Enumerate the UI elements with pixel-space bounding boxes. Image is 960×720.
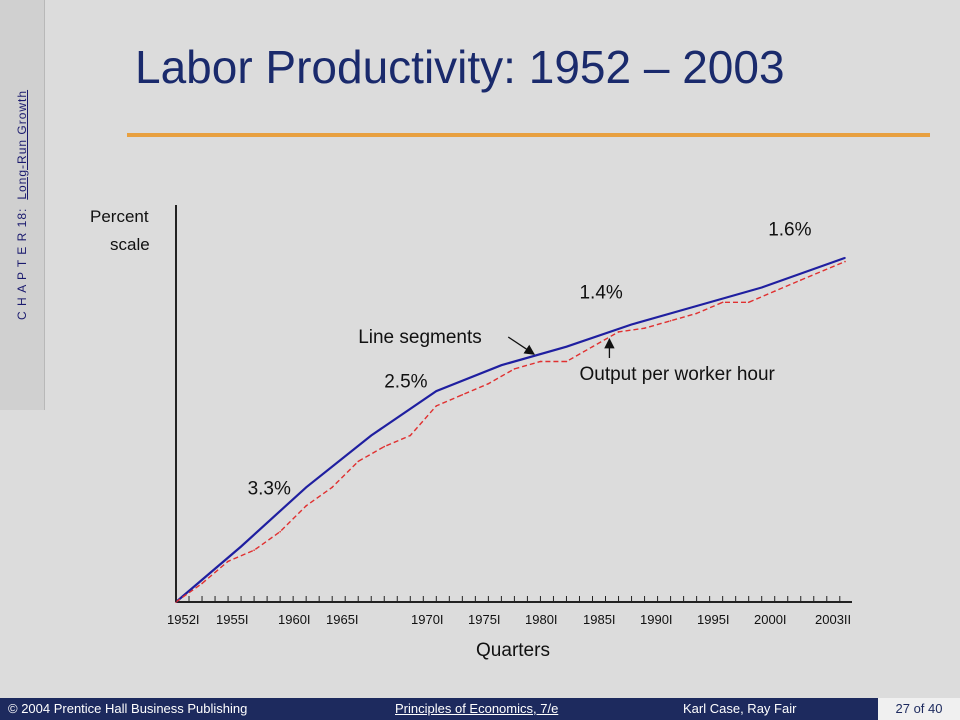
- series-point: [305, 486, 307, 489]
- x-tick-label: 1990I: [640, 612, 673, 627]
- x-tick-label: 1965I: [326, 612, 359, 627]
- x-tick-label: 1980I: [525, 612, 558, 627]
- chart-x-ticks: 1952I 1955I 1960I 1965I 1970I 1975I 1980I 1985I…: [167, 596, 851, 627]
- growth-rate-label: 1.6%: [768, 220, 811, 241]
- series-point: [383, 445, 386, 448]
- x-tick-label: 2003II: [815, 612, 851, 627]
- growth-rate-label: 1.4%: [579, 283, 622, 304]
- series-point: [747, 301, 750, 304]
- series-point: [721, 301, 724, 304]
- callout-label: Line segments: [358, 327, 482, 348]
- series-point: [669, 320, 672, 322]
- series-point: [227, 560, 229, 563]
- series-line-output-per-worker-hour: [175, 260, 846, 603]
- series-point: [844, 257, 846, 259]
- footer-book-link[interactable]: Principles of Economics, 7/e: [395, 701, 559, 716]
- series-point: [630, 323, 633, 326]
- slide-title: Labor Productivity: 1952 – 2003: [135, 41, 785, 93]
- title-divider: [127, 133, 930, 137]
- series-point: [240, 545, 242, 548]
- x-tick-label: 1995I: [697, 612, 730, 627]
- x-tick-label: 1985I: [583, 612, 616, 627]
- footer-publisher: © 2004 Prentice Hall Business Publishing: [8, 701, 248, 716]
- x-tick-label: 1955I: [216, 612, 249, 627]
- series-point: [409, 434, 412, 437]
- x-axis-label: Quarters: [476, 640, 550, 661]
- series-point: [617, 331, 620, 333]
- chart-annotations: 3.3% 2.5% 1.4% 1.6% Line segments Output per …: [248, 220, 812, 500]
- series-line-line-segments: [175, 256, 846, 603]
- series-point: [565, 360, 568, 363]
- x-tick-label: 1975I: [468, 612, 501, 627]
- series-point: [279, 530, 281, 533]
- series-point: [435, 390, 438, 392]
- productivity-chart: 1952I 1955I 1960I 1965I 1970I 1975I 1980I 1985I…: [90, 205, 852, 661]
- footer-page-number: 27 of 40: [878, 698, 960, 720]
- series-point: [461, 394, 464, 396]
- series-point: [513, 368, 516, 370]
- series-point: [539, 360, 542, 363]
- growth-rate-label: 3.3%: [248, 479, 291, 500]
- series-point: [695, 312, 698, 315]
- x-tick-label: 1952I: [167, 612, 200, 627]
- x-tick-label: 1960I: [278, 612, 311, 627]
- series-point: [370, 434, 373, 437]
- chart-series: [175, 256, 846, 603]
- series-point: [331, 486, 333, 489]
- series-point: [500, 364, 503, 367]
- growth-rate-label: 2.5%: [384, 371, 427, 392]
- footer-bar: © 2004 Prentice Hall Business Publishing…: [0, 698, 960, 720]
- y-axis-label-line2: scale: [110, 235, 150, 254]
- series-point: [773, 290, 776, 293]
- y-axis-label-line1: Percent: [90, 207, 149, 226]
- series-point: [695, 305, 698, 307]
- callout-arrow: [507, 336, 536, 355]
- chapter-sidebar: C H A P T E R 18:Long-Run Growth: [0, 0, 45, 410]
- footer-authors: Karl Case, Ray Fair: [683, 701, 797, 716]
- series-point: [760, 286, 763, 289]
- chart-axes: [175, 205, 852, 603]
- series-point: [487, 382, 490, 385]
- series-point: [844, 260, 846, 263]
- series-point: [201, 582, 203, 585]
- series-point: [565, 345, 568, 348]
- series-point: [799, 279, 802, 281]
- series-point: [305, 505, 307, 507]
- x-tick-label: 1970I: [411, 612, 444, 627]
- series-point: [591, 345, 594, 348]
- x-tick-label: 2000I: [754, 612, 787, 627]
- series-point: [357, 460, 360, 463]
- callout-label: Output per worker hour: [579, 364, 775, 385]
- series-point: [435, 405, 438, 407]
- series-point: [643, 327, 646, 330]
- series-point: [253, 549, 255, 551]
